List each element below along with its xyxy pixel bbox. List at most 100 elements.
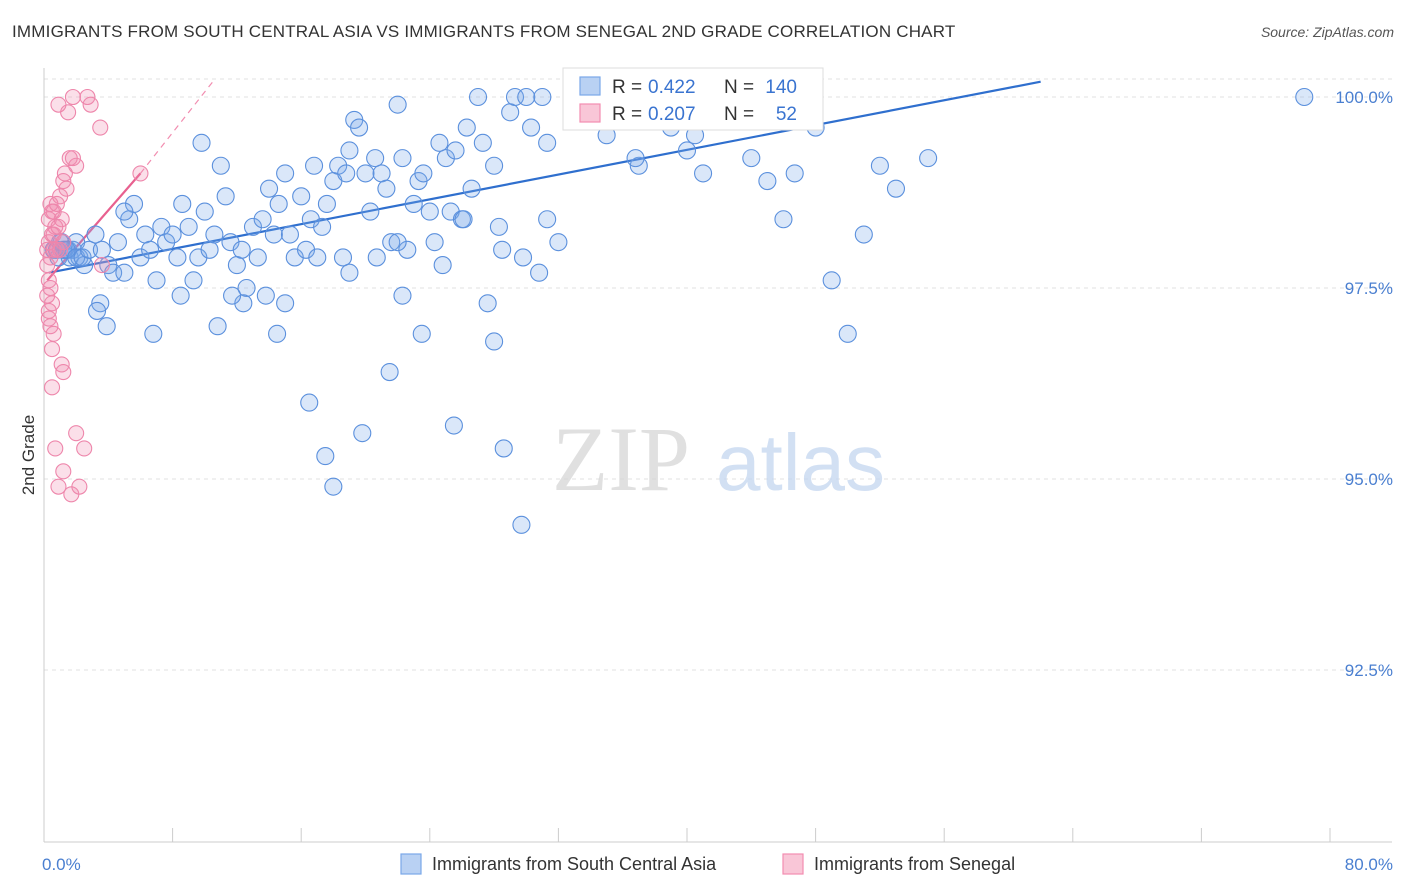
data-point-south-central-asia [425,233,444,252]
data-point-south-central-asia [179,217,198,236]
data-point-south-central-asia [1295,87,1314,107]
data-point-senegal [92,119,109,136]
data-point-south-central-asia [501,103,520,122]
legend-n-label-1: N = [724,77,754,98]
data-point-south-central-asia [223,286,242,305]
data-point-south-central-asia [356,164,375,183]
data-point-senegal [82,96,99,113]
data-point-senegal [55,234,72,251]
data-point-south-central-asia [420,202,439,221]
data-point-south-central-asia [513,248,533,267]
data-point-south-central-asia [433,256,452,275]
data-point-senegal [39,257,56,274]
bottom-legend-swatch-blue [400,853,422,875]
data-point-south-central-asia [522,118,541,137]
data-point-senegal [93,257,110,274]
data-point-south-central-asia [367,248,386,267]
data-point-south-central-asia [382,233,401,252]
data-point-south-central-asia [377,179,396,198]
data-point-senegal [55,363,72,381]
data-point-south-central-asia [444,416,463,435]
gridlines [44,78,1392,671]
data-point-south-central-asia [785,164,804,183]
data-point-senegal [76,440,93,457]
data-point-south-central-asia [361,202,380,221]
legend-box: R = 0.422 N = 140 R = 0.207 N = 52 [562,67,824,131]
data-point-south-central-asia [854,225,873,244]
data-point-south-central-asia [131,248,150,267]
data-point-south-central-asia [313,217,332,236]
data-point-south-central-asia [256,286,275,305]
data-point-south-central-asia [200,240,219,259]
legend-swatch-blue [579,76,601,96]
data-point-south-central-asia [124,194,144,214]
data-point-senegal [43,379,61,396]
data-point-south-central-asia [742,149,761,168]
data-point-south-central-asia [97,317,116,336]
data-point-south-central-asia [144,324,163,343]
legend-n-label-2: N = [724,104,754,125]
y-tick-label: 95.0% [1345,470,1393,489]
series-south-central-asia [44,87,1314,534]
data-point-south-central-asia [211,156,230,175]
data-point-south-central-asia [171,286,190,305]
data-point-senegal [43,341,61,358]
data-point-south-central-asia [533,87,552,107]
data-point-south-central-asia [195,202,214,221]
data-point-senegal [48,195,65,213]
data-point-south-central-asia [292,187,311,206]
legend-r-label-1: R = [612,77,642,98]
data-point-south-central-asia [478,294,497,313]
legend-n-value-2: 52 [776,104,797,125]
data-point-senegal [71,478,88,495]
trend-extension-senegal [139,81,214,174]
watermark-atlas: atlas [716,418,885,507]
data-point-south-central-asia [205,225,224,244]
data-point-south-central-asia [268,324,287,343]
data-point-south-central-asia [184,271,203,290]
data-point-south-central-asia [494,439,513,458]
data-point-south-central-asia [870,156,889,175]
data-point-south-central-asia [173,194,192,214]
data-point-south-central-asia [73,248,92,267]
data-point-south-central-asia [512,515,531,534]
data-point-south-central-asia [237,278,256,298]
data-point-south-central-asia [141,240,160,259]
data-point-south-central-asia [489,217,508,236]
tick-labels: 92.5% 95.0% 97.5% 100.0% 0.0% 80.0% [42,88,1393,874]
data-point-south-central-asia [468,87,488,107]
bottom-legend: Immigrants from South Central Asia Immig… [400,853,1015,875]
data-point-south-central-asia [822,271,841,290]
data-point-senegal [68,425,85,442]
data-point-south-central-asia [280,225,299,244]
data-point-south-central-asia [208,317,227,336]
data-point-south-central-asia [192,133,211,152]
data-point-south-central-asia [404,194,423,214]
data-point-senegal [56,165,73,182]
data-point-south-central-asia [919,149,938,168]
data-point-south-central-asia [393,149,412,168]
data-point-senegal [47,440,64,457]
data-point-south-central-asia [393,286,412,305]
data-point-south-central-asia [485,156,504,175]
y-tick-label: 92.5% [1345,661,1393,680]
data-point-south-central-asia [324,477,343,496]
data-point-south-central-asia [388,95,407,114]
data-point-south-central-asia [227,256,246,275]
data-point-south-central-asia [485,332,504,351]
y-axis-title: 2nd Grade [19,415,38,495]
data-point-south-central-asia [340,263,359,282]
chart-title: IMMIGRANTS FROM SOUTH CENTRAL ASIA VS IM… [12,22,956,41]
data-point-south-central-asia [305,156,324,175]
data-point-south-central-asia [216,187,235,206]
data-point-south-central-asia [457,118,476,137]
data-point-south-central-asia [493,240,512,259]
data-point-south-central-asia [276,164,295,183]
legend-r-label-2: R = [612,104,642,125]
watermark-zip: ZIP [552,408,690,510]
data-point-south-central-asia [398,240,417,259]
data-point-south-central-asia [269,194,288,214]
data-point-south-central-asia [430,133,449,152]
data-point-south-central-asia [57,240,76,259]
data-point-senegal [132,165,149,182]
